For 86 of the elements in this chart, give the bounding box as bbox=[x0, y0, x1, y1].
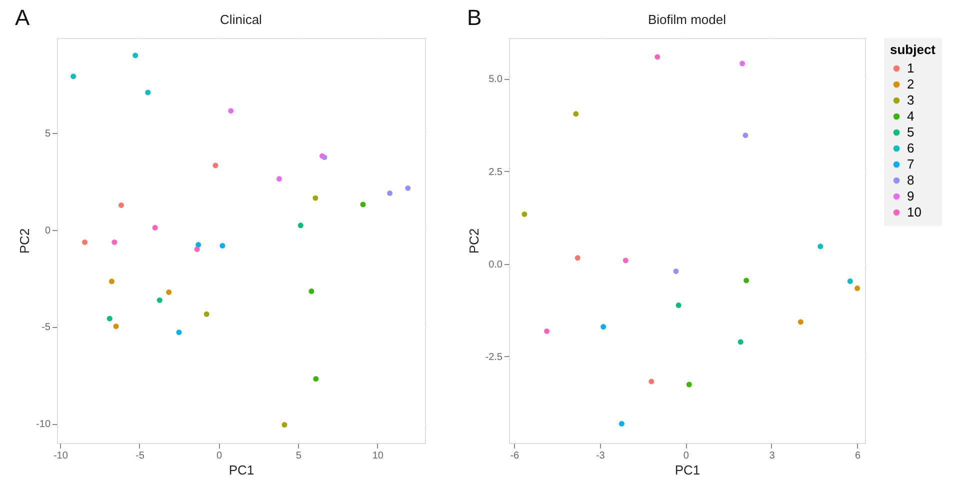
legend-label: 5 bbox=[907, 124, 914, 140]
point bbox=[544, 328, 550, 334]
point bbox=[319, 153, 325, 159]
point bbox=[360, 202, 366, 208]
x-tick-label: 0 bbox=[683, 450, 690, 462]
x-tick-label: 10 bbox=[372, 450, 384, 462]
legend-label: 9 bbox=[907, 188, 914, 204]
point bbox=[176, 330, 182, 336]
legend-label: 3 bbox=[907, 92, 914, 108]
point bbox=[204, 311, 210, 317]
point bbox=[113, 324, 119, 330]
chart-title: Clinical bbox=[220, 12, 262, 27]
point bbox=[676, 302, 682, 308]
x-tick-label: 3 bbox=[769, 450, 776, 462]
point bbox=[854, 286, 860, 291]
point bbox=[818, 244, 824, 250]
point bbox=[152, 224, 158, 230]
point bbox=[673, 268, 679, 274]
point bbox=[798, 319, 804, 325]
x-tick-label: -5 bbox=[136, 450, 145, 462]
point bbox=[738, 339, 744, 345]
text: B bbox=[467, 5, 482, 30]
point bbox=[298, 222, 304, 228]
point bbox=[156, 297, 162, 303]
point bbox=[312, 195, 318, 201]
legend-title: subject bbox=[890, 42, 936, 57]
legend-label: 8 bbox=[907, 172, 914, 188]
point bbox=[744, 278, 750, 284]
point bbox=[228, 108, 234, 114]
point bbox=[276, 176, 282, 182]
point bbox=[622, 258, 628, 264]
point bbox=[405, 185, 411, 191]
y-tick-label: -5 bbox=[42, 322, 51, 334]
x-axis-title: PC1 bbox=[674, 462, 700, 478]
point bbox=[618, 421, 624, 426]
y-axis-title: PC2 bbox=[466, 228, 482, 254]
legend-label: 4 bbox=[907, 108, 914, 124]
point bbox=[574, 255, 580, 261]
chart-title: Biofilm model bbox=[648, 12, 726, 27]
x-tick-label: -10 bbox=[53, 450, 68, 462]
y-tick-label: -10 bbox=[36, 419, 51, 430]
point bbox=[600, 324, 606, 330]
point bbox=[112, 240, 118, 245]
point bbox=[686, 382, 692, 388]
point bbox=[522, 211, 528, 217]
point bbox=[196, 242, 202, 248]
legend-label: 10 bbox=[907, 204, 922, 220]
x-tick-label: 5 bbox=[296, 450, 302, 462]
legend-label: 2 bbox=[907, 76, 914, 92]
point bbox=[118, 202, 124, 208]
y-tick-label: 0 bbox=[44, 225, 51, 236]
x-tick-label: -6 bbox=[510, 450, 520, 462]
y-axis-title: PC2 bbox=[17, 228, 32, 254]
point bbox=[132, 52, 138, 58]
point bbox=[313, 376, 319, 382]
point bbox=[220, 243, 226, 248]
x-tick-label: -3 bbox=[596, 450, 606, 462]
point bbox=[740, 60, 746, 66]
point bbox=[145, 90, 151, 96]
point bbox=[212, 162, 218, 168]
x-axis-title: PC1 bbox=[228, 462, 254, 478]
point bbox=[308, 288, 314, 294]
y-tick-label: 5 bbox=[44, 128, 51, 140]
legend-label: 6 bbox=[907, 140, 914, 156]
point bbox=[282, 422, 288, 428]
legend-label: 7 bbox=[907, 156, 914, 172]
y-tick-label: 5.0 bbox=[488, 74, 503, 86]
point bbox=[106, 316, 112, 322]
point bbox=[166, 290, 172, 295]
point bbox=[70, 74, 76, 80]
y-tick-label: -2.5 bbox=[485, 352, 503, 363]
point bbox=[573, 111, 579, 117]
point bbox=[82, 240, 88, 245]
point bbox=[108, 278, 114, 284]
text: A bbox=[15, 5, 30, 30]
point bbox=[194, 246, 200, 252]
y-tick-label: 2.5 bbox=[488, 166, 503, 178]
point bbox=[387, 190, 393, 196]
point bbox=[847, 278, 853, 284]
x-tick-label: 6 bbox=[855, 450, 861, 462]
point bbox=[654, 54, 660, 60]
point bbox=[742, 132, 748, 138]
x-tick-label: 0 bbox=[216, 450, 223, 462]
legend-label: 1 bbox=[907, 60, 914, 76]
point bbox=[648, 378, 654, 384]
y-tick-label: 0.0 bbox=[488, 259, 503, 270]
